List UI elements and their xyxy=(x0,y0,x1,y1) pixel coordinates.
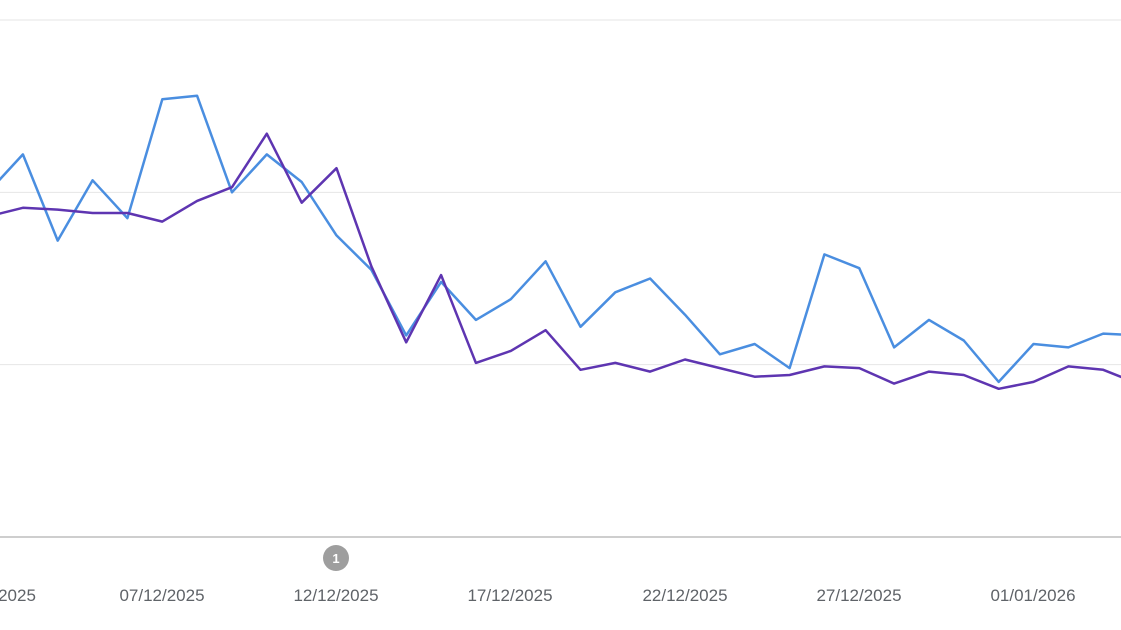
annotation-marker-circle[interactable] xyxy=(323,545,349,571)
x-tick-label: 07/12/2025 xyxy=(119,586,204,605)
x-tick-label: 12/12/2025 xyxy=(293,586,378,605)
series-line-2 xyxy=(0,132,1121,391)
x-tick-label: 01/01/2026 xyxy=(990,586,1075,605)
x-tick-label: 27/12/2025 xyxy=(816,586,901,605)
x-tick-label: 17/12/2025 xyxy=(467,586,552,605)
x-tick-label: 2025 xyxy=(0,586,36,605)
series-line-1 xyxy=(0,94,1121,384)
gridlines xyxy=(0,19,1121,366)
x-axis-ticks: 2025 07/12/2025 12/12/2025 17/12/2025 22… xyxy=(0,586,1076,605)
annotation-marker[interactable]: 1 xyxy=(323,545,349,571)
x-tick-label: 22/12/2025 xyxy=(642,586,727,605)
annotation-marker-label: 1 xyxy=(332,551,339,566)
series-layer xyxy=(0,94,1121,391)
